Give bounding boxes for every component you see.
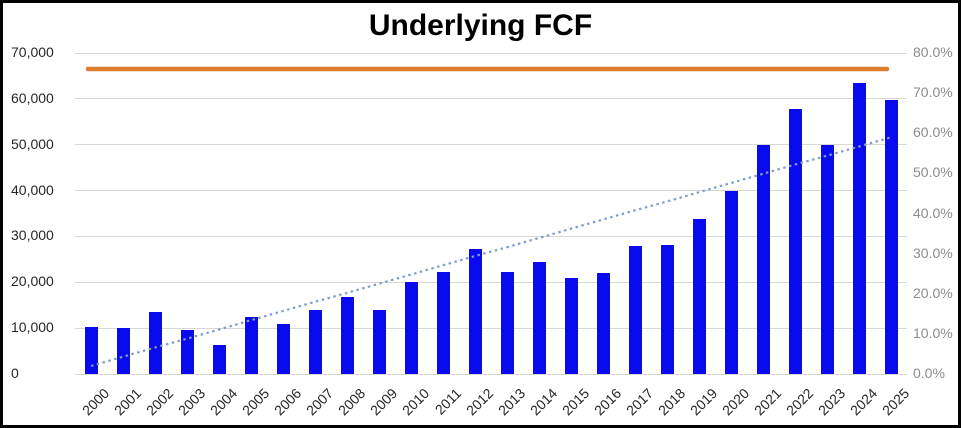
gridline	[75, 144, 907, 146]
bar-2002	[148, 312, 162, 374]
y-axis-left-tick-label: 60,000	[11, 89, 54, 106]
y-axis-right-tick-label: 20.0%	[913, 284, 953, 301]
bar-2001	[116, 327, 130, 374]
gridline	[75, 52, 907, 54]
bar-2008	[340, 297, 354, 374]
bar-2013	[500, 271, 514, 374]
y-axis-left-tick-label: 10,000	[11, 319, 54, 336]
bar-2004	[212, 345, 226, 374]
y-axis-left-tick-label: 0	[11, 365, 19, 381]
bar-2021	[756, 144, 770, 374]
y-axis-right-tick-label: 10.0%	[913, 324, 953, 341]
bar-2014	[532, 262, 546, 374]
y-axis-right-tick-label: 40.0%	[913, 204, 953, 221]
bar-2023	[820, 144, 834, 374]
y-axis-right-tick-label: 80.0%	[913, 44, 953, 60]
bar-2022	[788, 109, 802, 374]
bar-2015	[564, 277, 578, 374]
bar-2010	[404, 281, 418, 374]
bar-2020	[724, 191, 738, 374]
bar-2007	[308, 310, 322, 374]
y-axis-left-tick-label: 20,000	[11, 273, 54, 290]
gridline	[75, 235, 907, 237]
y-axis-left-tick-label: 40,000	[11, 181, 54, 198]
gridline	[75, 98, 907, 100]
gridline	[75, 281, 907, 283]
bar-2005	[244, 317, 258, 374]
bar-2012	[468, 249, 482, 374]
y-axis-left-tick-label: 30,000	[11, 227, 54, 244]
bar-2000	[84, 326, 98, 374]
gridline	[75, 327, 907, 329]
trend-dotted-line	[90, 136, 892, 368]
bar-2009	[372, 309, 386, 374]
y-axis-right-tick-label: 30.0%	[913, 244, 953, 261]
line-overlay	[85, 66, 892, 368]
gridline	[75, 190, 907, 192]
bar-2018	[660, 245, 674, 374]
y-axis-left-tick-label: 70,000	[11, 44, 54, 60]
gridline	[75, 373, 907, 375]
bar-2024	[852, 83, 866, 374]
bar-2006	[276, 324, 290, 374]
y-axis-right-tick-label: 60.0%	[913, 124, 953, 141]
bar-2003	[180, 329, 194, 374]
y-axis-right-tick-label: 0.0%	[913, 365, 945, 381]
y-axis-right-tick-label: 50.0%	[913, 164, 953, 181]
y-axis-left-tick-label: 50,000	[11, 135, 54, 152]
bar-2016	[596, 273, 610, 374]
chart-title: Underlying FCF	[368, 9, 593, 42]
y-axis-right-tick-label: 70.0%	[913, 84, 953, 101]
bar-2025	[884, 100, 898, 374]
bar-2017	[628, 246, 642, 374]
bar-2019	[692, 219, 706, 374]
bar-2011	[436, 272, 450, 374]
